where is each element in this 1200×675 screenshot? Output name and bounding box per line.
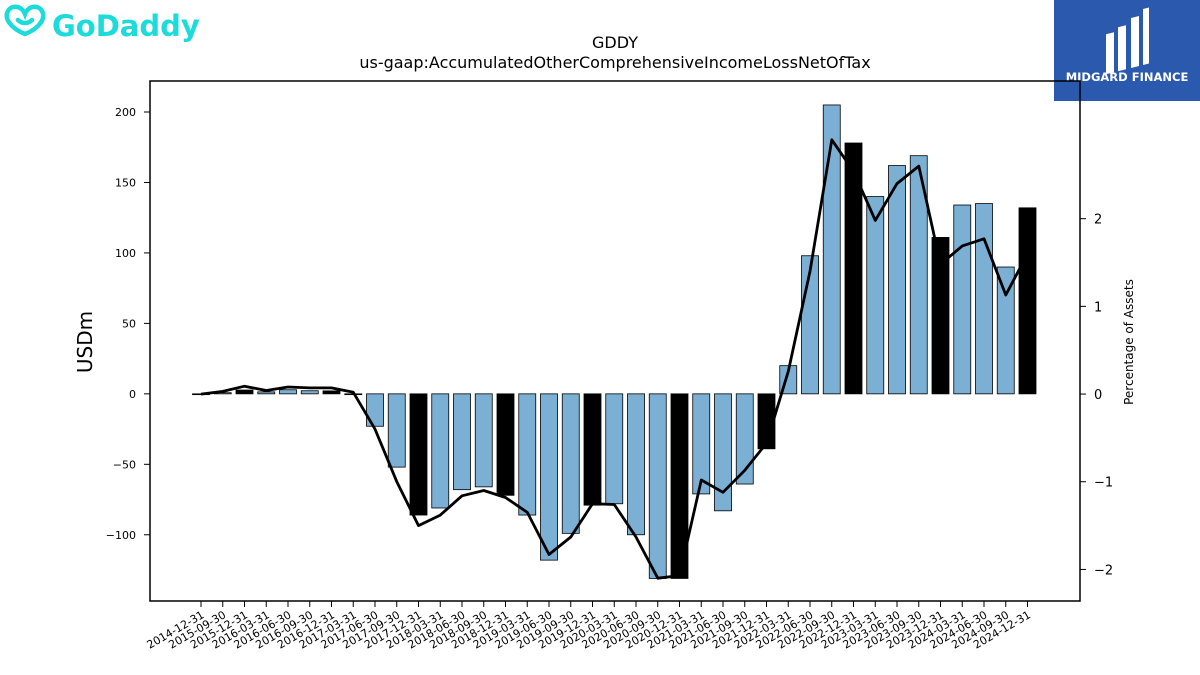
- y-tick-label: −50: [113, 458, 136, 471]
- godaddy-wordmark: GoDaddy: [52, 9, 200, 43]
- bar-2016-09-30: [300, 390, 319, 395]
- y-axis-ticks: −100 −50 0 50 100 150 200: [106, 106, 150, 542]
- y-tick-label: −100: [106, 529, 136, 542]
- plot-frame: [149, 80, 1081, 602]
- bar-2021-12-31: [757, 393, 776, 450]
- y2-tick-label: −2: [1094, 563, 1113, 578]
- midgard-wordmark: MIDGARD FINANCE: [1066, 70, 1189, 84]
- x-axis-ticks: 2014-12-312015-09-302015-12-312016-03-31…: [145, 601, 1033, 652]
- bar-2019-03-31: [518, 393, 537, 516]
- y-tick-label: 150: [115, 176, 136, 189]
- chart-title: GDDY: [592, 33, 638, 52]
- bar-2023-06-30: [888, 165, 906, 395]
- line-series: [200, 138, 1029, 580]
- bar-2018-09-30: [474, 393, 493, 488]
- bar-2016-12-31: [322, 390, 341, 395]
- bar-2023-03-31: [866, 196, 885, 395]
- bar-2024-03-31: [953, 204, 972, 395]
- bar-2024-12-31: [1018, 207, 1037, 395]
- bar-2023-09-30: [909, 155, 928, 395]
- percentage-of-assets-line: [200, 138, 1029, 580]
- bar-2019-12-31: [583, 393, 602, 506]
- bar-2016-03-31: [257, 391, 276, 395]
- bar-2021-06-30: [714, 393, 732, 512]
- bar-2020-12-31: [670, 393, 689, 579]
- y-axis-label: USDm: [73, 311, 97, 373]
- y2-tick-label: 2: [1094, 213, 1102, 228]
- bar-series: [192, 104, 1037, 579]
- y2-axis-label: Percentage of Assets: [1122, 279, 1136, 405]
- bar-2022-12-31: [844, 142, 863, 395]
- y-tick-label: 200: [115, 106, 136, 119]
- bar-2024-06-30: [975, 203, 993, 395]
- bar-2021-09-30: [735, 393, 754, 485]
- y-tick-label: 50: [122, 317, 136, 330]
- chart-subtitle: us-gaap:AccumulatedOtherComprehensiveInc…: [359, 53, 870, 72]
- bar-2016-06-30: [279, 389, 297, 395]
- y2-tick-label: 1: [1094, 300, 1102, 315]
- bar-2022-09-30: [822, 104, 841, 395]
- y2-axis-ticks: −2 −1 0 1 2: [1080, 213, 1113, 578]
- bar-2024-09-30: [996, 266, 1015, 395]
- bar-2018-12-31: [496, 393, 515, 496]
- y-tick-label: 100: [115, 247, 136, 260]
- bar-2020-06-30: [627, 393, 645, 536]
- godaddy-logo: GoDaddy: [4, 4, 200, 43]
- bar-2019-06-30: [540, 393, 558, 561]
- bar-2023-12-31: [931, 237, 950, 395]
- bar-2018-06-30: [453, 393, 471, 491]
- bar-2017-12-31: [409, 393, 428, 516]
- midgard-icon: [1106, 7, 1149, 75]
- bar-2020-09-30: [648, 393, 667, 579]
- y-tick-label: 0: [129, 388, 136, 401]
- bar-2021-03-31: [692, 393, 711, 495]
- midgard-finance-badge: MIDGARD FINANCE: [1054, 0, 1200, 101]
- godaddy-icon: [4, 4, 46, 37]
- bar-2017-09-30: [387, 393, 406, 468]
- y2-tick-label: 0: [1094, 388, 1102, 403]
- y2-tick-label: −1: [1094, 476, 1113, 491]
- bar-2017-06-30: [366, 393, 384, 427]
- bar-2018-03-31: [431, 393, 450, 509]
- bar-2020-03-31: [605, 393, 624, 505]
- bar-2019-09-30: [561, 393, 580, 534]
- bar-2015-12-31: [235, 389, 254, 395]
